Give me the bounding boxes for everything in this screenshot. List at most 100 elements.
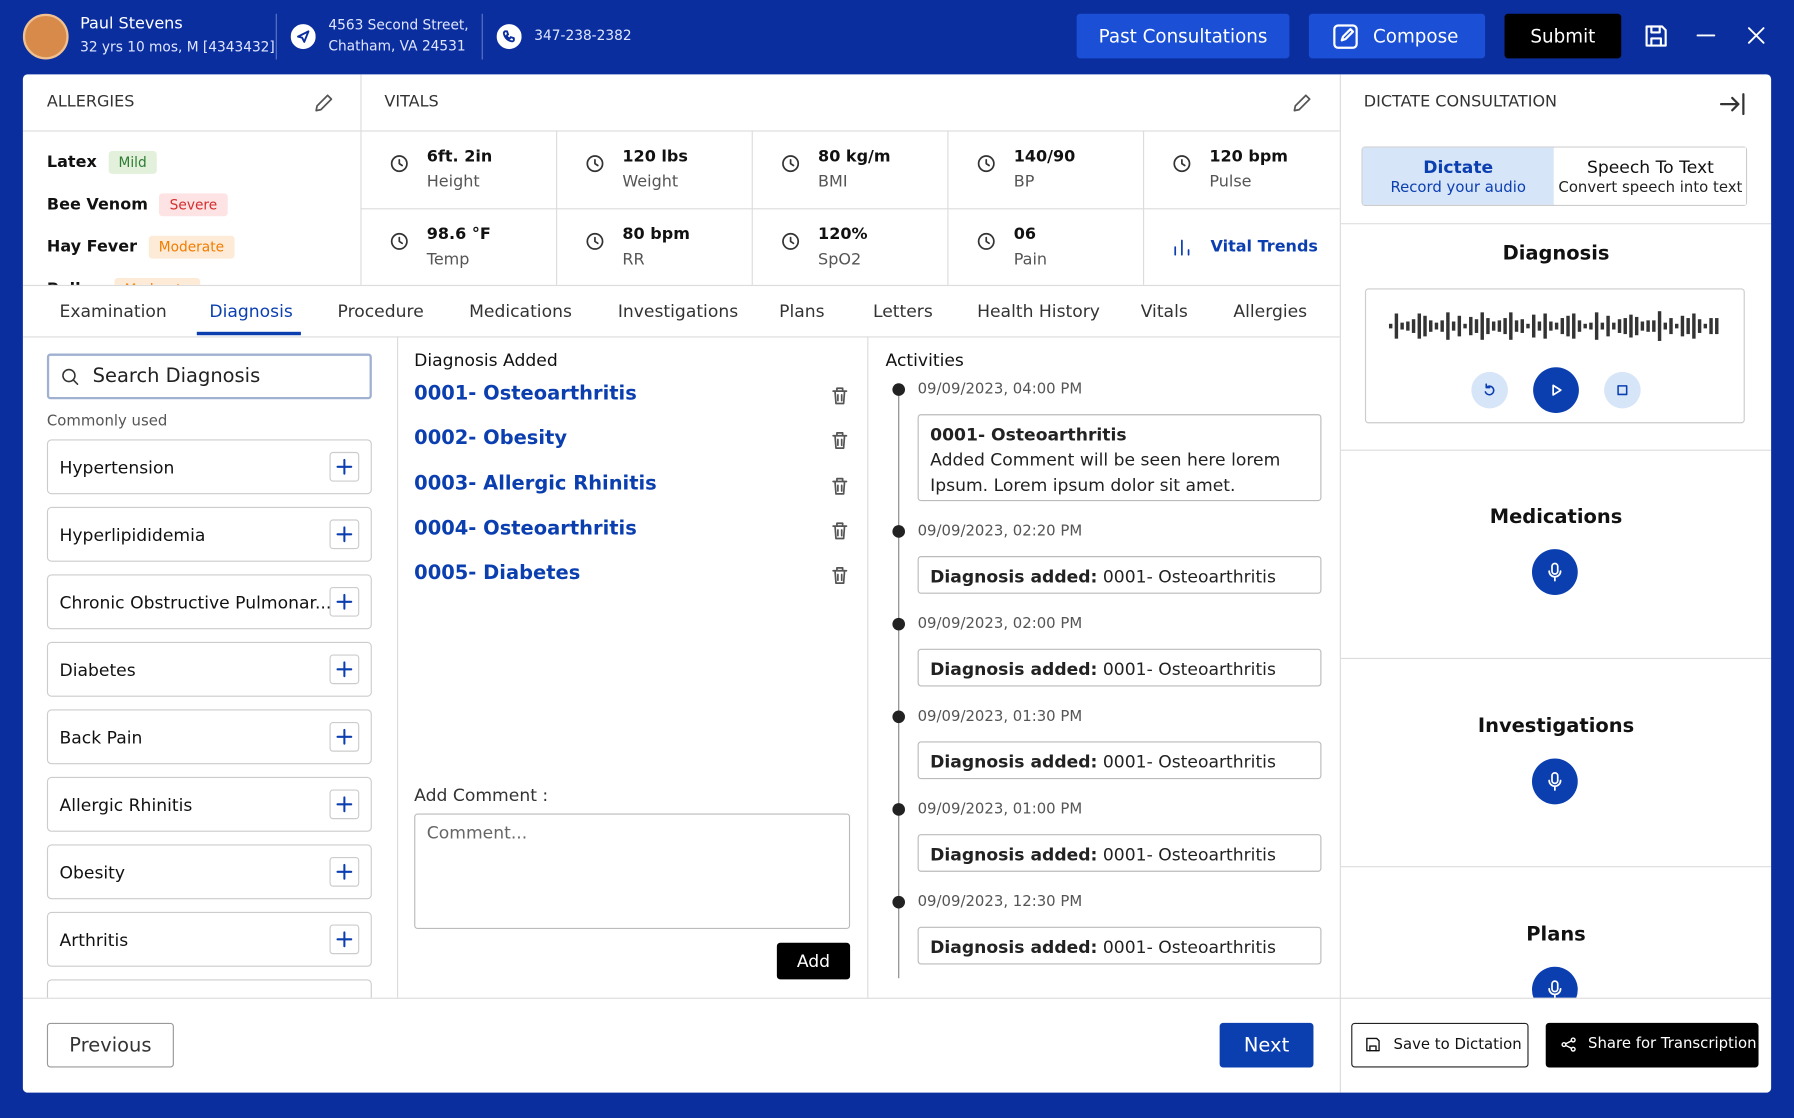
header-button[interactable]: Past Consultations bbox=[1077, 14, 1290, 59]
commonly-used-label: Commonly used bbox=[47, 413, 167, 430]
tab[interactable]: Allergies bbox=[1233, 301, 1307, 322]
add-button[interactable] bbox=[330, 924, 360, 954]
waveform-bar bbox=[1538, 321, 1541, 331]
mic-button[interactable] bbox=[1532, 759, 1578, 805]
next-button[interactable]: Next bbox=[1220, 1023, 1314, 1068]
tab[interactable]: Examination bbox=[59, 301, 166, 322]
waveform-bar bbox=[1429, 320, 1432, 332]
mode-tab[interactable]: DictateRecord your audio bbox=[1363, 148, 1554, 205]
activity-time: 09/09/2023, 04:00 PM bbox=[918, 381, 1083, 398]
vital-value: 06 bbox=[1014, 225, 1036, 243]
tab[interactable]: Diagnosis bbox=[209, 301, 292, 322]
waveform-bar bbox=[1435, 323, 1438, 329]
delete-button[interactable] bbox=[828, 384, 851, 407]
common-diagnosis-item[interactable]: Chronic Obstructive Pulmonar... bbox=[47, 574, 372, 629]
common-diagnosis-item[interactable]: Back Pain bbox=[47, 709, 372, 764]
tab[interactable]: Procedure bbox=[338, 301, 424, 322]
waveform-bar bbox=[1423, 316, 1426, 336]
common-diagnosis-item[interactable]: Arthritis bbox=[47, 912, 372, 967]
audio-control[interactable] bbox=[1533, 367, 1579, 413]
waveform-bar bbox=[1681, 316, 1684, 337]
waveform-bar bbox=[1463, 324, 1466, 329]
add-button[interactable] bbox=[330, 587, 360, 617]
divider bbox=[867, 336, 868, 997]
tab[interactable]: Investigations bbox=[618, 301, 738, 322]
vital-icon bbox=[1170, 152, 1193, 175]
waveform-bar bbox=[1658, 312, 1661, 341]
waveform-bar bbox=[1572, 314, 1575, 338]
waveform-bar bbox=[1486, 319, 1489, 334]
delete-button[interactable] bbox=[828, 474, 851, 497]
audio-control[interactable] bbox=[1604, 372, 1641, 409]
previous-button[interactable]: Previous bbox=[47, 1023, 174, 1068]
diagnosis-added-item[interactable]: 0001- Osteoarthritis bbox=[414, 382, 637, 405]
divider bbox=[1341, 223, 1771, 224]
waveform-bar bbox=[1395, 313, 1398, 338]
add-button[interactable] bbox=[330, 857, 360, 887]
waveform-bar bbox=[1652, 320, 1655, 331]
mic-button[interactable] bbox=[1532, 549, 1578, 595]
activity-time: 09/09/2023, 01:30 PM bbox=[918, 708, 1083, 725]
comment-input[interactable]: Comment... bbox=[414, 813, 850, 929]
waveform-bar bbox=[1475, 320, 1478, 333]
waveform-bar bbox=[1492, 322, 1495, 330]
dictate-section-title: Plans bbox=[1341, 923, 1771, 946]
tab[interactable]: Vitals bbox=[1141, 301, 1188, 322]
add-button[interactable] bbox=[330, 789, 360, 819]
common-diagnosis-item[interactable]: Hyperlipididemia bbox=[47, 507, 372, 562]
waveform-bar bbox=[1704, 324, 1707, 329]
diagnosis-added-item[interactable]: 0005- Diabetes bbox=[414, 562, 580, 585]
common-diagnosis-item[interactable]: Obesity bbox=[47, 844, 372, 899]
add-comment-button[interactable]: Add bbox=[777, 943, 850, 980]
common-diagnosis-name: Allergic Rhinitis bbox=[59, 795, 192, 816]
add-button[interactable] bbox=[330, 654, 360, 684]
activity-time: 09/09/2023, 01:00 PM bbox=[918, 801, 1083, 818]
vital-label: Pain bbox=[1014, 251, 1047, 269]
common-diagnosis-item[interactable]: Allergic Rhinitis bbox=[47, 777, 372, 832]
header-button[interactable]: Submit bbox=[1505, 14, 1622, 59]
divider bbox=[23, 998, 1771, 999]
waveform-bar bbox=[1583, 324, 1586, 329]
collapse-button[interactable] bbox=[1717, 89, 1747, 119]
common-diagnosis-item[interactable]: Hypertension bbox=[47, 439, 372, 494]
mode-tab[interactable]: Speech To TextConvert speech into text bbox=[1555, 148, 1746, 205]
delete-button[interactable] bbox=[828, 564, 851, 587]
diagnosis-added-item[interactable]: 0004- Osteoarthritis bbox=[414, 517, 637, 540]
vital-icon bbox=[975, 230, 998, 253]
activity-card: Diagnosis added: 0001- Osteoarthritis bbox=[918, 556, 1322, 594]
add-button[interactable] bbox=[330, 722, 360, 752]
add-button[interactable] bbox=[330, 452, 360, 482]
delete-button[interactable] bbox=[828, 519, 851, 542]
search-input[interactable]: Search Diagnosis bbox=[47, 354, 372, 400]
vital-trends-link[interactable]: Vital Trends bbox=[1210, 238, 1317, 256]
allergies-body: LatexMildBee VenomSevereHay FeverModerat… bbox=[23, 132, 361, 285]
delete-button[interactable] bbox=[828, 429, 851, 452]
common-diagnosis-item[interactable]: Diabetes bbox=[47, 642, 372, 697]
audio-control[interactable] bbox=[1471, 372, 1508, 409]
mic-button[interactable] bbox=[1532, 967, 1578, 998]
dictate-section-title: Investigations bbox=[1341, 715, 1771, 738]
allergy-name: Bee Venom bbox=[47, 196, 148, 214]
dictate-section-title: Medications bbox=[1341, 506, 1771, 529]
tab[interactable]: Health History bbox=[977, 301, 1100, 322]
tab[interactable]: Letters bbox=[873, 301, 933, 322]
activity-text: 0001- Osteoarthritis bbox=[1103, 566, 1276, 587]
severity-badge: Mild bbox=[108, 151, 157, 174]
vital-label: RR bbox=[622, 251, 644, 269]
vital-value: 80 bpm bbox=[622, 225, 690, 243]
address-icon bbox=[291, 24, 316, 49]
vital-icon bbox=[584, 152, 607, 175]
waveform-bar bbox=[1578, 321, 1581, 332]
waveform-bar bbox=[1440, 321, 1443, 332]
trends-icon bbox=[1170, 236, 1193, 259]
patient-name: Paul Stevens bbox=[80, 15, 183, 33]
vital-label: BMI bbox=[818, 173, 848, 191]
vital-label: SpO2 bbox=[818, 251, 861, 269]
diagnosis-added-item[interactable]: 0003- Allergic Rhinitis bbox=[414, 472, 657, 495]
allergy-name: Pollen bbox=[47, 280, 103, 285]
timeline-dot bbox=[892, 618, 905, 631]
add-button[interactable] bbox=[330, 519, 360, 549]
tab[interactable]: Medications bbox=[469, 301, 572, 322]
diagnosis-added-item[interactable]: 0002- Obesity bbox=[414, 427, 567, 450]
tab[interactable]: Plans bbox=[779, 301, 824, 322]
